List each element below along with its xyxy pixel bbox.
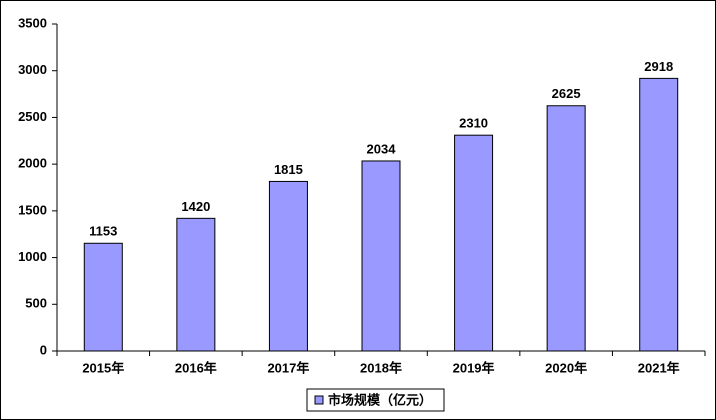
data-label: 2918 bbox=[644, 59, 673, 74]
y-tick-label: 2500 bbox=[18, 109, 47, 124]
data-label: 2034 bbox=[367, 141, 397, 156]
y-tick-label: 3000 bbox=[18, 62, 47, 77]
x-tick-label: 2021年 bbox=[638, 360, 680, 375]
x-tick-label: 2019年 bbox=[453, 360, 495, 375]
data-label: 2310 bbox=[459, 116, 488, 131]
bar bbox=[83, 242, 123, 352]
y-tick-label: 1000 bbox=[18, 249, 47, 264]
y-tick-label: 0 bbox=[40, 342, 47, 357]
y-tick-label: 500 bbox=[25, 296, 47, 311]
bar bbox=[268, 180, 308, 352]
y-tick-label: 2000 bbox=[18, 156, 47, 171]
y-tick-label: 1500 bbox=[18, 202, 47, 217]
data-label: 1815 bbox=[274, 162, 303, 177]
legend-box bbox=[306, 388, 445, 412]
bar bbox=[176, 217, 216, 352]
bar bbox=[454, 134, 494, 352]
bar bbox=[546, 105, 586, 352]
x-tick-label: 2015年 bbox=[82, 360, 124, 375]
data-label: 1153 bbox=[89, 224, 117, 239]
legend-label: 市场规模（亿元） bbox=[328, 392, 432, 407]
data-label: 1420 bbox=[181, 199, 210, 214]
x-tick-label: 2017年 bbox=[267, 360, 309, 375]
x-tick-label: 2018年 bbox=[360, 360, 402, 375]
legend-swatch bbox=[314, 395, 324, 405]
bar bbox=[361, 160, 401, 352]
bar bbox=[639, 77, 679, 352]
x-tick-label: 2020年 bbox=[545, 360, 587, 375]
x-tick-label: 2016年 bbox=[175, 360, 217, 375]
y-tick-label: 3500 bbox=[18, 15, 47, 30]
data-label: 2625 bbox=[552, 86, 581, 101]
